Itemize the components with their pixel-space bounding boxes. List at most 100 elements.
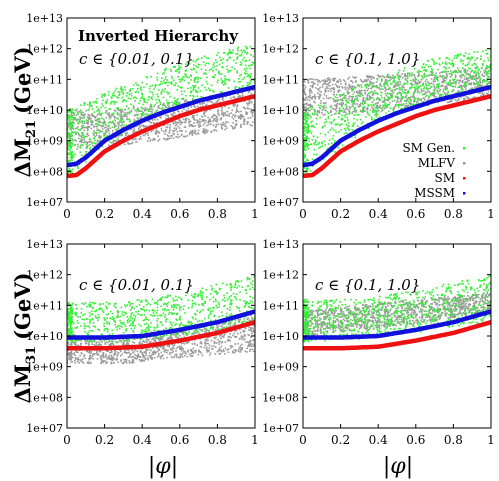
point <box>343 109 346 112</box>
point <box>217 79 219 82</box>
point <box>94 116 96 118</box>
point <box>476 65 478 68</box>
point <box>310 132 313 134</box>
point <box>98 112 100 114</box>
point <box>173 97 175 99</box>
point <box>321 141 323 144</box>
point <box>190 350 193 352</box>
point <box>197 132 199 134</box>
point <box>418 74 421 77</box>
point <box>172 121 174 124</box>
point <box>431 74 434 76</box>
point <box>215 125 218 128</box>
point <box>316 144 318 146</box>
point <box>149 85 152 87</box>
point <box>139 110 141 112</box>
point <box>232 49 234 51</box>
point <box>227 121 229 124</box>
point <box>474 83 476 86</box>
point <box>244 60 247 62</box>
point <box>199 105 202 108</box>
point <box>111 100 113 103</box>
point <box>237 46 239 49</box>
point <box>131 141 134 144</box>
point <box>327 131 330 134</box>
point <box>204 69 207 71</box>
point <box>413 99 415 101</box>
series-sm-curve <box>303 94 491 179</box>
point <box>104 106 107 109</box>
point <box>71 143 73 145</box>
point <box>411 74 413 77</box>
point <box>215 129 218 132</box>
point <box>160 93 163 95</box>
point <box>98 118 100 121</box>
point <box>183 90 185 93</box>
point <box>457 55 459 57</box>
point <box>95 100 97 103</box>
point <box>376 104 379 107</box>
point <box>386 74 389 76</box>
point <box>151 353 154 356</box>
point <box>328 77 330 79</box>
point <box>346 127 349 129</box>
point <box>127 134 130 137</box>
point <box>326 111 329 113</box>
point <box>81 125 83 127</box>
x-tick-label: 0.6 <box>406 207 425 221</box>
point <box>85 342 88 344</box>
point <box>232 51 234 54</box>
point <box>162 104 164 107</box>
point <box>429 94 432 97</box>
point <box>313 126 316 128</box>
point <box>80 109 82 112</box>
point <box>88 106 91 109</box>
point <box>340 103 342 106</box>
point <box>68 358 70 360</box>
point <box>92 121 94 123</box>
point <box>183 336 186 338</box>
point <box>452 82 454 84</box>
point <box>220 350 223 353</box>
point <box>157 95 159 98</box>
point <box>441 62 444 64</box>
point <box>404 105 407 107</box>
point <box>97 353 100 356</box>
point <box>454 74 457 76</box>
point <box>338 86 341 89</box>
point <box>173 79 175 82</box>
point <box>167 114 169 117</box>
point <box>303 118 305 121</box>
point <box>142 134 145 136</box>
point <box>367 104 369 106</box>
point <box>448 58 451 61</box>
point <box>331 142 333 145</box>
point <box>338 130 340 133</box>
point <box>345 99 347 102</box>
point <box>157 352 160 355</box>
point <box>142 112 145 115</box>
point <box>208 349 210 352</box>
point <box>145 113 148 115</box>
point <box>190 130 192 133</box>
point <box>148 96 150 98</box>
point <box>173 343 176 346</box>
point <box>334 140 336 142</box>
point <box>236 105 238 108</box>
point <box>96 354 99 356</box>
point <box>137 114 139 117</box>
point <box>380 91 383 94</box>
point <box>243 100 246 103</box>
panel-top-left: 0 0.2 0.4 0.6 0.8 11e+071e+081e+091e+101e+111… <box>26 12 259 221</box>
point <box>144 106 147 109</box>
point <box>336 96 339 99</box>
y-tick-label: 1e+09 <box>26 135 63 148</box>
point <box>239 345 242 347</box>
point <box>124 143 126 146</box>
point <box>139 356 142 358</box>
point <box>469 77 472 79</box>
point <box>217 349 220 352</box>
point <box>324 144 327 146</box>
point <box>401 86 403 88</box>
point <box>348 129 351 131</box>
